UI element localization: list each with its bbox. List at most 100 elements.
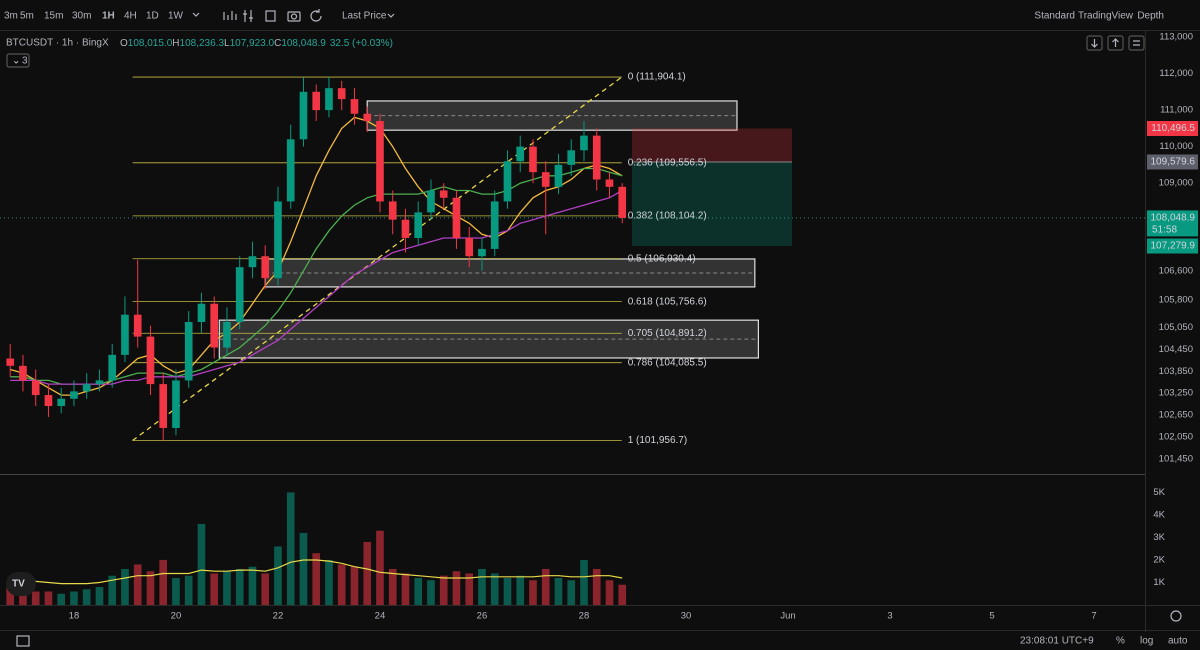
volume-bar (146, 571, 155, 605)
snapshot-icon[interactable] (287, 11, 301, 22)
indicators-icon[interactable] (243, 10, 253, 22)
interval-button[interactable]: 15m (44, 11, 63, 22)
interval-button[interactable]: 5m (20, 11, 34, 22)
time-tick-label: 26 (477, 611, 488, 622)
scale-button[interactable]: auto (1168, 636, 1188, 647)
ohlc-key: O (120, 38, 128, 49)
replay-icon[interactable] (310, 9, 322, 22)
volume-bar (172, 577, 180, 605)
volume-bar (210, 573, 219, 605)
time-tick-label: 20 (171, 611, 182, 622)
volume-tick-label: 5K (1153, 487, 1165, 498)
volume-bar (248, 566, 257, 605)
view-option[interactable]: Depth (1137, 11, 1164, 22)
interval-button[interactable]: 1H (102, 11, 115, 22)
scale-button[interactable]: log (1140, 636, 1153, 647)
entry-price-tag: 109,579.6 (1151, 157, 1196, 168)
candle-body (235, 267, 244, 322)
candle-body (554, 164, 563, 187)
price-tick-label: 101,450 (1159, 454, 1193, 465)
price-source-dropdown[interactable] (387, 13, 395, 18)
volume-bar (57, 593, 66, 605)
ohlc-change: 32.5 (+0.03%) (330, 38, 393, 49)
candle-body (350, 99, 359, 114)
date-range-icon[interactable] (16, 635, 30, 647)
fib-label: 0.705 (104,891.2) (628, 328, 707, 339)
candle-body (580, 135, 588, 151)
candle-body (172, 380, 180, 428)
scroll-down-button[interactable] (1086, 35, 1103, 51)
price-source[interactable]: Last Price (342, 11, 387, 22)
ohlc-value: 108,236.3 (180, 38, 225, 49)
volume-bar (427, 580, 435, 605)
candle-body (121, 314, 129, 355)
candle-body (6, 358, 15, 366)
interval-button[interactable]: 30m (72, 11, 91, 22)
candle-body (414, 212, 423, 238)
volume-bar (439, 575, 448, 605)
time-tick-label: 24 (375, 611, 386, 622)
button-glyphs (1091, 38, 1140, 48)
price-tick-label: 103,250 (1159, 388, 1193, 399)
volume-bar (580, 559, 588, 605)
toolbar-icons[interactable] (6, 9, 1182, 647)
interval-button[interactable]: 1D (146, 11, 159, 22)
volume-bar (121, 568, 129, 605)
candle-body (337, 88, 346, 100)
settings-button[interactable] (1128, 35, 1145, 51)
candle-body (274, 201, 282, 279)
indicator-toggle[interactable] (6, 53, 30, 68)
candle-body (70, 391, 78, 399)
stop-zone (631, 128, 793, 162)
fib-label: 1 (101,956.7) (628, 435, 688, 446)
countdown: 51:58 (1152, 225, 1177, 236)
volume-bar (337, 564, 346, 605)
interval-button[interactable]: 3m (4, 11, 18, 22)
candle-body (261, 256, 270, 279)
scroll-up-button[interactable] (1107, 35, 1124, 51)
volume-bar (286, 492, 295, 605)
interval-dropdown[interactable] (192, 12, 200, 17)
volume-tick-label: 2K (1153, 554, 1165, 565)
volume-bar (478, 568, 486, 605)
snapshot-lens (290, 13, 298, 20)
volume-bar (516, 575, 525, 605)
volume-tick-label: 3K (1153, 532, 1165, 543)
price-tick-label: 110,000 (1159, 141, 1193, 152)
candle-body (312, 91, 321, 111)
time-axis-settings[interactable] (1170, 610, 1182, 622)
time-tick-label: 22 (273, 611, 284, 622)
volume-bar (235, 568, 244, 605)
price-tick-label: 112,000 (1159, 68, 1193, 79)
candle-body (95, 380, 104, 385)
price-tick-label: 102,050 (1159, 432, 1193, 443)
candle-body (465, 237, 474, 257)
chart-type-icon[interactable] (223, 11, 237, 20)
view-option[interactable]: TradingView (1078, 11, 1134, 22)
stop-price-tag: 110,496.5 (1151, 123, 1195, 134)
ohlc-key: C (274, 38, 281, 49)
fib-trendline (132, 76, 623, 442)
symbol: BTCUSDT · 1h · BingX (6, 38, 109, 49)
volume-bar (618, 584, 627, 605)
candle-body (567, 150, 576, 165)
fib-label: 0.618 (105,756.6) (628, 296, 707, 307)
scale-button[interactable]: % (1116, 636, 1125, 647)
volume-bar (261, 573, 270, 605)
view-option[interactable]: Standard (1034, 11, 1075, 22)
volume-bar (184, 575, 193, 605)
volume-bar (274, 546, 282, 605)
interval-button[interactable]: 4H (124, 11, 137, 22)
volume-bar (44, 591, 53, 605)
candle-body (363, 113, 372, 122)
indicator-count: 3 (22, 56, 28, 67)
candle-body (82, 384, 91, 392)
candle-body (197, 303, 206, 322)
volume-ma (10, 559, 623, 585)
interval-button[interactable]: 1W (168, 11, 184, 22)
volume-bar (503, 577, 512, 605)
templates-icon[interactable] (265, 10, 276, 22)
ohlc-key: H (172, 38, 179, 49)
